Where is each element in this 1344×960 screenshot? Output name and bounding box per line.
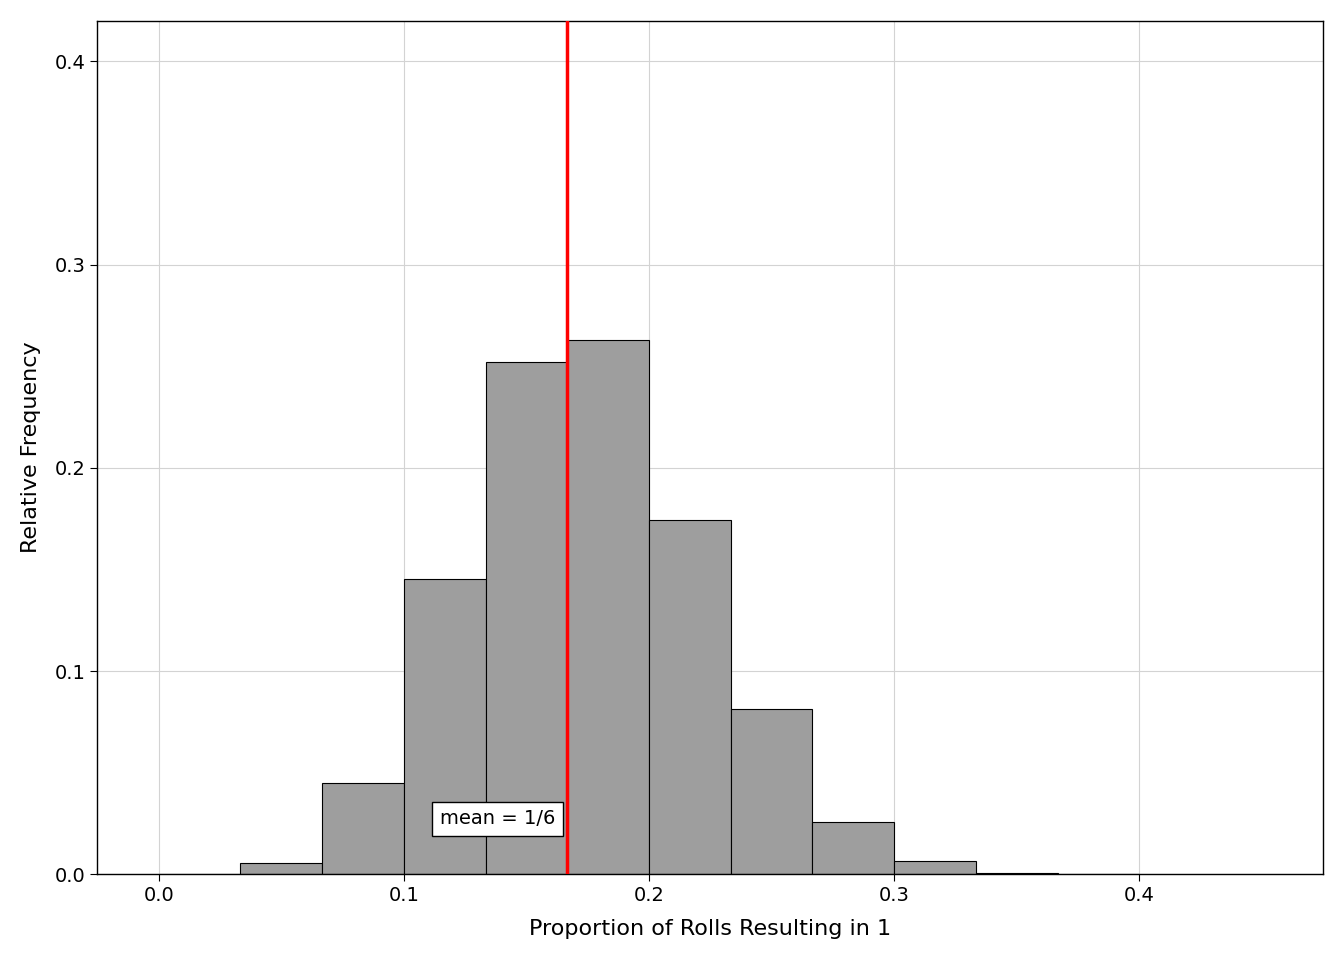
Bar	[323, 783, 403, 875]
Bar	[567, 341, 649, 875]
X-axis label: Proportion of Rolls Resulting in 1: Proportion of Rolls Resulting in 1	[530, 919, 891, 939]
Y-axis label: Relative Frequency: Relative Frequency	[22, 342, 40, 554]
Bar	[403, 579, 485, 875]
Bar	[812, 822, 894, 875]
Bar	[894, 861, 976, 875]
Bar	[976, 873, 1058, 875]
Text: mean = 1/6: mean = 1/6	[439, 809, 555, 828]
Bar	[485, 362, 567, 875]
Bar	[731, 708, 812, 875]
Bar	[649, 520, 731, 875]
Bar	[241, 863, 323, 875]
